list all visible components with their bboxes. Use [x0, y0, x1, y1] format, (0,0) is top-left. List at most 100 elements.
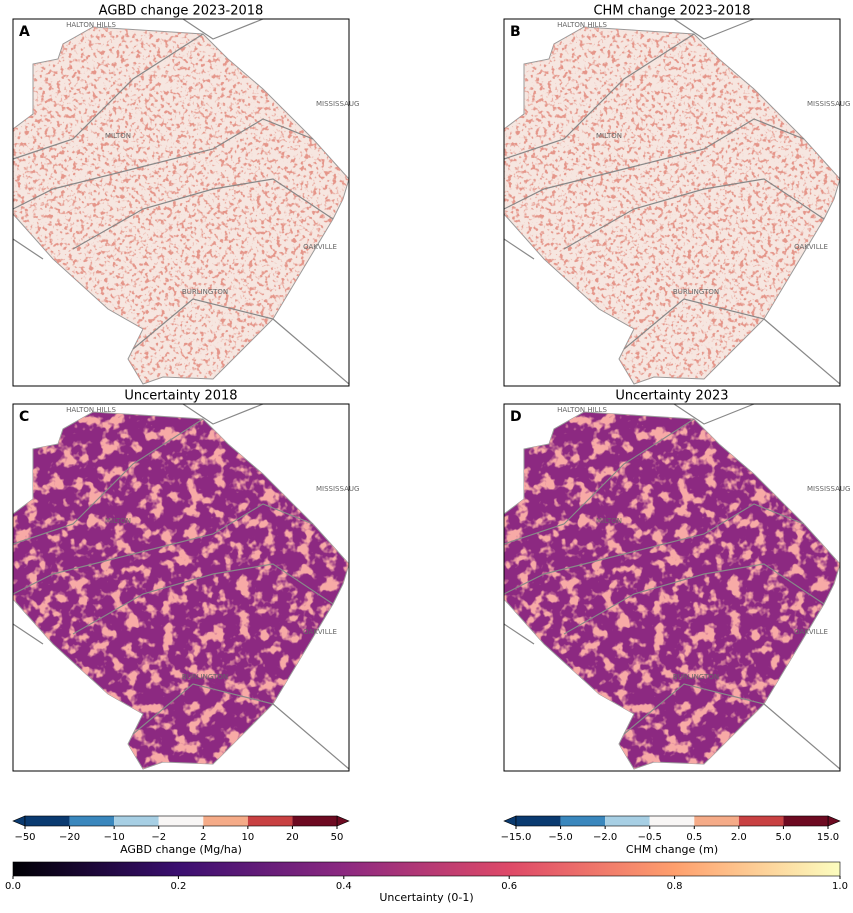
map-panel: AGBD change 2023-2018 HALTON HILLS MISSISS…: [12, 4, 359, 387]
boundary-line: [12, 238, 44, 260]
colorbar-segment: [114, 816, 159, 826]
colorbar-segment: [560, 816, 606, 826]
boundary-line: [132, 683, 274, 735]
colorbar-segment: [203, 816, 248, 826]
colorbar-tick-label: 0.4: [336, 881, 352, 892]
place-label: MISSISSAUG: [807, 100, 850, 108]
boundary-line: [272, 703, 350, 770]
boundary-line: [12, 418, 204, 545]
colorbar-segment: [25, 816, 70, 826]
colorbar-segment: [158, 816, 204, 826]
place-label: HALTON HILLS: [66, 21, 116, 29]
map-frame: [503, 403, 841, 772]
colorbar-segment: [783, 816, 828, 826]
boundary-line: [503, 33, 695, 160]
colorbar-tick-label: −15.0: [501, 832, 532, 843]
place-label: MILTON: [596, 132, 622, 140]
panel-letter: B: [510, 24, 521, 40]
place-label: BURLINGTON: [673, 673, 719, 681]
boundary-line: [503, 418, 695, 545]
colorbar-tick-label: −2.0: [593, 832, 617, 843]
boundary-line: [503, 118, 805, 210]
colorbar-frame: [24, 815, 338, 827]
place-label: MISSISSAUG: [316, 485, 359, 493]
colorbar-tick-label: −10: [104, 832, 125, 843]
place-label: MISSISSAUG: [807, 485, 850, 493]
colorbar-label: Uncertainty (0-1): [379, 891, 473, 904]
map-frame: [503, 18, 841, 387]
colorbar-tick-label: 0.2: [170, 881, 186, 892]
boundary-line: [673, 403, 755, 425]
panel-title: Uncertainty 2023: [615, 389, 728, 404]
colorbar-tick-label: 5.0: [775, 832, 791, 843]
panel-letter: C: [19, 409, 29, 425]
boundary-line: [182, 18, 264, 40]
place-label: OAKVILLE: [303, 628, 337, 636]
boundary-line: [12, 503, 314, 595]
panel-letter: A: [19, 24, 30, 40]
place-label: BURLINGTON: [673, 288, 719, 296]
map-panel: Uncertainty 2018 HALTON HILLS MISSISSAUG MI…: [12, 389, 359, 772]
colorbar-segment: [292, 816, 337, 826]
boundary-line: [623, 298, 765, 350]
colorbar-extend-right: [827, 815, 841, 827]
panel-title: AGBD change 2023-2018: [99, 4, 264, 19]
colorbar-tick-label: −0.5: [638, 832, 662, 843]
place-label: BURLINGTON: [182, 673, 228, 681]
boundary-line: [72, 178, 334, 250]
colorbar-tick-label: 20: [286, 832, 299, 843]
place-label: BURLINGTON: [182, 288, 228, 296]
place-label: MISSISSAUG: [316, 100, 359, 108]
colorbar-segment: [649, 816, 695, 826]
place-label: OAKVILLE: [303, 243, 337, 251]
place-label: HALTON HILLS: [66, 406, 116, 414]
boundary-line: [12, 623, 44, 645]
place-label: HALTON HILLS: [557, 21, 607, 29]
boundary-line: [132, 298, 274, 350]
colorbar-tick-label: 0.8: [667, 881, 683, 892]
boundary-line: [12, 33, 204, 160]
boundary-line: [563, 563, 825, 635]
colorbar-label: CHM change (m): [626, 843, 718, 856]
colorbar-tick-label: 15.0: [817, 832, 839, 843]
map-panel: CHM change 2023-2018 HALTON HILLS MISSISSA…: [503, 4, 850, 387]
boundary-line: [503, 238, 535, 260]
colorbar-tick-label: 50: [331, 832, 344, 843]
colorbar-extend-left: [503, 815, 517, 827]
boundary-line: [563, 178, 825, 250]
colorbar-tick-label: 10: [241, 832, 254, 843]
map-panel: Uncertainty 2023 HALTON HILLS MISSISSAUG MI…: [503, 389, 850, 772]
map-frame: [12, 403, 350, 772]
place-label: MILTON: [596, 517, 622, 525]
colorbar-segment: [516, 816, 561, 826]
colorbar-tick-label: 1.0: [832, 881, 848, 892]
place-label: MILTON: [105, 517, 131, 525]
colorbar-tick-label: 0.6: [501, 881, 517, 892]
boundary-line: [763, 318, 841, 385]
colorbar-segment: [69, 816, 115, 826]
colorbar-tick-label: 0.5: [686, 832, 702, 843]
boundary-line: [623, 683, 765, 735]
colorbar-label: AGBD change (Mg/ha): [120, 843, 242, 856]
place-label: MILTON: [105, 132, 131, 140]
colorbar-segment: [694, 816, 739, 826]
panel-letter: D: [510, 409, 522, 425]
colorbar-tick-label: −2: [151, 832, 166, 843]
boundary-line: [12, 118, 314, 210]
colorbar-extend-right: [336, 815, 350, 827]
place-label: OAKVILLE: [794, 628, 828, 636]
map-frame: [12, 18, 350, 387]
colorbar-tick-label: −20: [59, 832, 80, 843]
colorbar-segment: [738, 816, 784, 826]
colorbar-tick-label: 2.0: [731, 832, 747, 843]
colorbar-tick-label: 0.0: [5, 881, 21, 892]
colorbar-segment: [247, 816, 293, 826]
colorbar-extend-left: [12, 815, 26, 827]
place-label: HALTON HILLS: [557, 406, 607, 414]
boundary-line: [763, 703, 841, 770]
boundary-line: [673, 18, 755, 40]
panel-title: Uncertainty 2018: [124, 389, 237, 404]
colorbar-tick-label: −50: [14, 832, 35, 843]
colorbar-segment: [605, 816, 650, 826]
